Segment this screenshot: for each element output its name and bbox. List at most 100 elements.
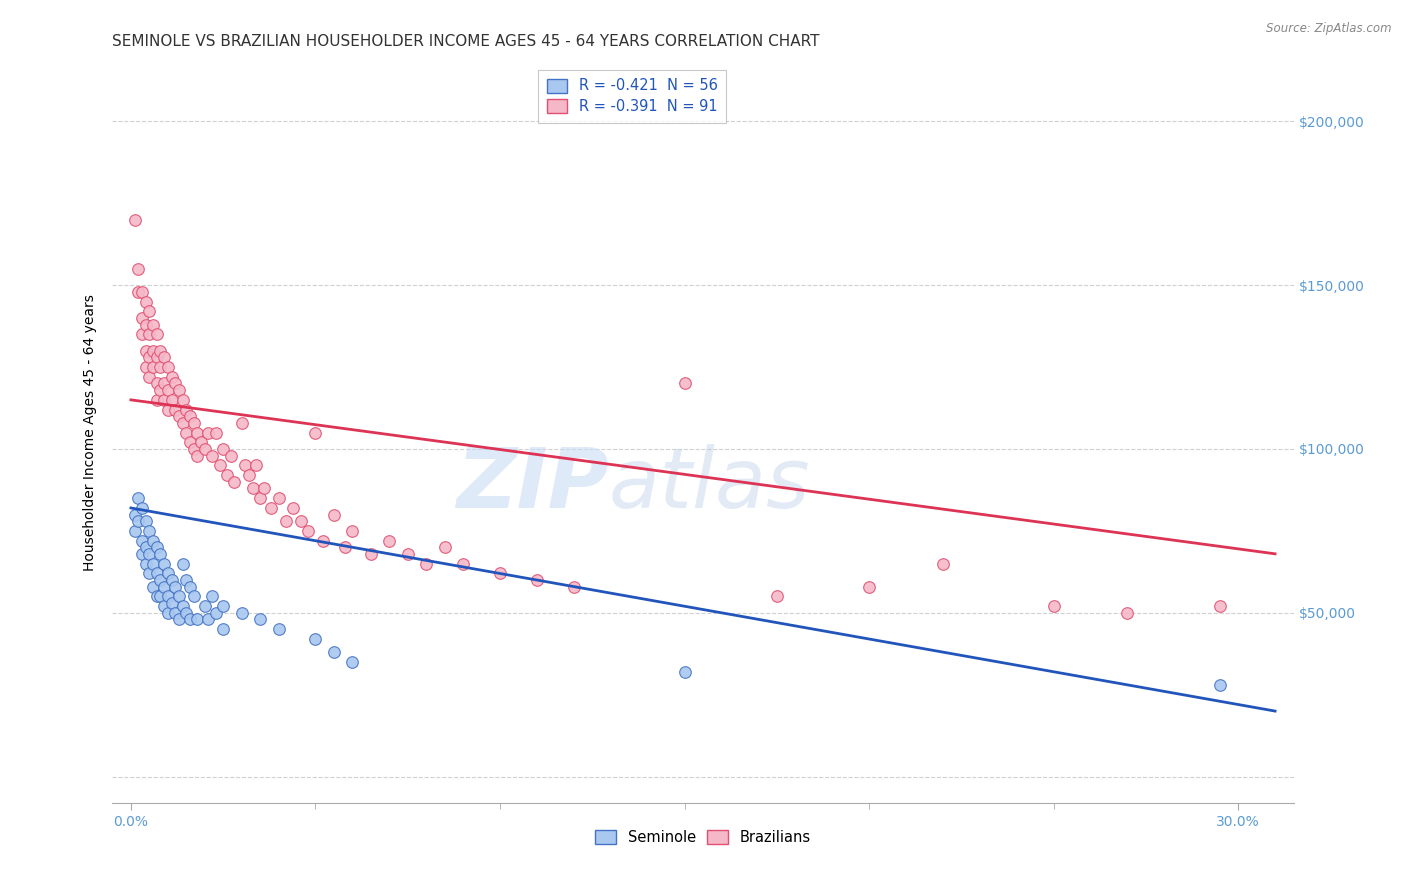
Point (219, 449, 242, 463)
Point (183, 590, 205, 604)
Point (167, 383, 190, 397)
Point (146, 376, 169, 391)
Point (146, 392, 169, 407)
Point (267, 622, 290, 636)
Point (172, 557, 194, 571)
Point (238, 468, 260, 483)
Point (156, 590, 179, 604)
Point (283, 500, 305, 515)
Point (160, 392, 183, 407)
Point (197, 425, 219, 440)
Point (333, 541, 356, 555)
Point (201, 590, 224, 604)
Point (562, 580, 585, 594)
Point (1116, 606, 1139, 620)
Point (197, 612, 219, 626)
Point (146, 541, 169, 555)
Point (142, 343, 165, 358)
Point (156, 402, 179, 417)
Point (142, 580, 165, 594)
Point (142, 360, 165, 375)
Point (127, 261, 149, 276)
Legend: Seminole, Brazilians: Seminole, Brazilians (589, 824, 817, 851)
Point (149, 547, 172, 561)
Point (1208, 678, 1232, 692)
Point (138, 327, 160, 342)
Point (260, 500, 283, 515)
Text: ZIP: ZIP (456, 444, 609, 525)
Point (138, 304, 160, 318)
Point (131, 500, 153, 515)
Point (135, 514, 157, 528)
Point (242, 481, 264, 495)
Point (172, 392, 194, 407)
Point (253, 481, 276, 495)
Point (378, 533, 401, 548)
Point (342, 655, 364, 669)
Point (131, 310, 153, 325)
Point (153, 392, 176, 407)
Point (194, 599, 217, 614)
Point (138, 351, 160, 365)
Point (160, 573, 183, 587)
Point (149, 360, 172, 375)
Point (138, 370, 160, 384)
Point (165, 376, 187, 391)
Point (138, 524, 160, 538)
Point (249, 612, 271, 626)
Point (153, 599, 176, 614)
Point (212, 622, 235, 636)
Point (194, 442, 217, 456)
Point (304, 632, 326, 646)
Point (156, 566, 179, 581)
Point (138, 547, 160, 561)
Point (183, 442, 205, 456)
Point (127, 491, 149, 505)
Point (135, 318, 157, 332)
Point (153, 580, 176, 594)
Point (312, 533, 335, 548)
Point (673, 665, 696, 679)
Point (212, 599, 235, 614)
Point (174, 606, 197, 620)
Point (205, 425, 228, 440)
Point (149, 573, 172, 587)
Point (433, 541, 456, 555)
Point (186, 449, 208, 463)
Point (172, 416, 194, 430)
Point (179, 580, 201, 594)
Point (1042, 599, 1064, 614)
Point (135, 294, 157, 309)
Point (156, 360, 179, 375)
Point (135, 557, 157, 571)
Point (124, 524, 146, 538)
Point (167, 612, 190, 626)
Point (179, 409, 201, 424)
Point (146, 327, 169, 342)
Point (135, 343, 157, 358)
Point (179, 612, 201, 626)
Point (165, 606, 187, 620)
Point (415, 557, 437, 571)
Point (451, 557, 474, 571)
Point (167, 590, 190, 604)
Point (212, 442, 235, 456)
Point (304, 425, 326, 440)
Point (160, 370, 183, 384)
Point (1208, 599, 1232, 614)
Point (131, 327, 153, 342)
Point (160, 596, 183, 610)
Point (156, 606, 179, 620)
Point (127, 285, 149, 299)
Point (124, 508, 146, 522)
Point (149, 590, 172, 604)
Point (149, 383, 172, 397)
Point (127, 514, 149, 528)
Point (156, 383, 179, 397)
Point (215, 468, 238, 483)
Point (224, 475, 246, 489)
Point (858, 580, 880, 594)
Point (167, 409, 190, 424)
Point (274, 514, 297, 528)
Point (290, 514, 312, 528)
